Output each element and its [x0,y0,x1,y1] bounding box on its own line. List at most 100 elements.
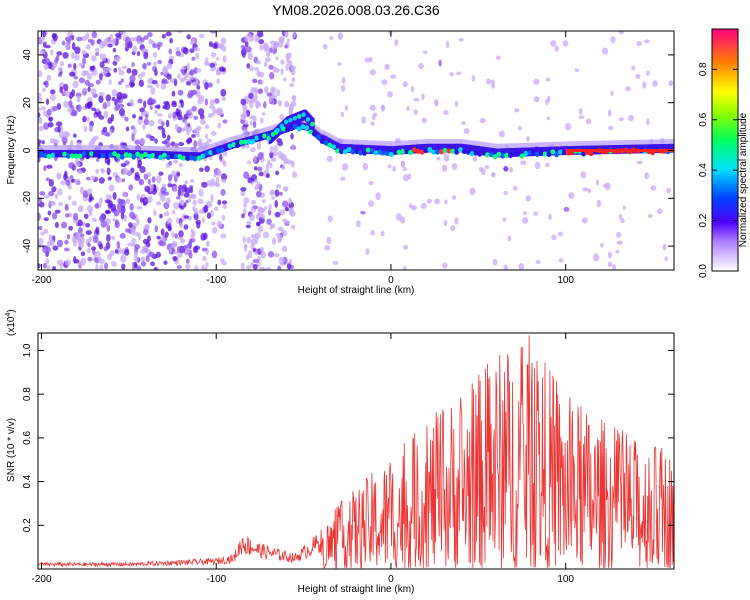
noise-blob [196,222,201,229]
noise-blob [85,230,92,236]
noise-blob [83,125,88,132]
noise-blob [503,264,508,270]
noise-blob [193,67,198,74]
noise-blob [526,136,530,142]
noise-blob [644,39,650,44]
ridge-core [89,151,94,157]
noise-blob [246,160,252,165]
noise-blob [39,191,46,196]
noise-blob [149,105,153,110]
noise-blob [121,178,126,183]
noise-blob [253,93,258,102]
noise-blob [191,105,197,112]
noise-blob [91,107,97,112]
colorbar-tick-label: 0.4 [698,163,709,177]
noise-blob [545,162,550,168]
noise-blob [607,109,612,117]
noise-blob [615,231,622,238]
noise-blob [217,43,222,49]
noise-blob [94,47,100,54]
spectrogram-ridge [38,109,674,162]
noise-blob [607,251,612,259]
noise-blob [645,70,650,76]
noise-blob [256,142,262,150]
ridge-core [131,154,137,160]
noise-blob [98,177,105,184]
noise-blob [380,230,385,237]
noise-blob [43,217,49,222]
noise-blob [402,245,409,250]
noise-blob [91,137,97,142]
noise-blob [42,262,47,269]
noise-blob [51,212,58,220]
noise-blob [43,63,49,70]
noise-blob [122,93,128,99]
ridge-core [85,153,91,160]
ridge-core [200,153,206,159]
noise-blob [108,203,113,208]
noise-blob [88,101,93,108]
noise-blob [70,139,74,147]
noise-blob [153,267,158,270]
noise-blob [368,200,375,207]
ridge-core [588,150,594,157]
ridge-core [454,149,460,155]
ridge-core [508,152,513,159]
noise-blob [200,118,205,125]
noise-blob [387,91,393,98]
noise-blob [145,114,149,119]
noise-blob [204,165,210,173]
noise-blob [611,264,617,270]
noise-blob [263,101,267,109]
noise-blob [62,51,69,59]
noise-blob [258,71,265,78]
noise-blob [147,32,153,38]
ridge-core [361,150,367,156]
noise-blob [662,243,667,251]
noise-blob [131,133,135,142]
noise-blob [257,210,263,218]
noise-blob [204,82,209,90]
ridge-core [558,149,563,155]
noise-blob [277,140,284,147]
noise-blob [41,140,45,145]
noise-blob [244,35,249,43]
noise-blob [171,231,175,238]
noise-blob [443,109,449,116]
noise-blob [128,184,134,191]
ridge-core [319,138,325,144]
noise-blob [277,239,282,244]
ridge-core [385,150,390,157]
noise-blob [88,141,95,147]
noise-blob [252,115,257,123]
noise-blob [148,251,155,258]
noise-blob [86,116,91,122]
noise-blob [221,178,227,183]
noise-blob [498,130,505,138]
noise-blob [608,125,614,131]
noise-blob [214,98,220,104]
noise-blob [215,108,221,116]
noise-blob [558,258,564,263]
noise-blob [132,45,138,53]
noise-blob [240,119,245,124]
noise-blob [105,209,110,215]
noise-blob [341,163,349,171]
noise-blob [258,171,264,177]
y-tick-label: 0.6 [22,431,33,445]
noise-blob [132,114,137,119]
ridge-core [165,154,171,160]
noise-blob [188,241,193,249]
noise-blob [92,235,99,244]
noise-blob [103,110,109,119]
noise-blob [52,33,58,42]
noise-blob [88,197,93,203]
noise-blob [77,205,84,213]
noise-blob [550,39,557,47]
noise-blob [169,78,175,84]
noise-blob [259,266,264,270]
noise-blob [585,118,592,125]
noise-blob [204,98,209,106]
y-tick-label: 1.0 [22,343,33,357]
noise-blob [265,163,270,171]
